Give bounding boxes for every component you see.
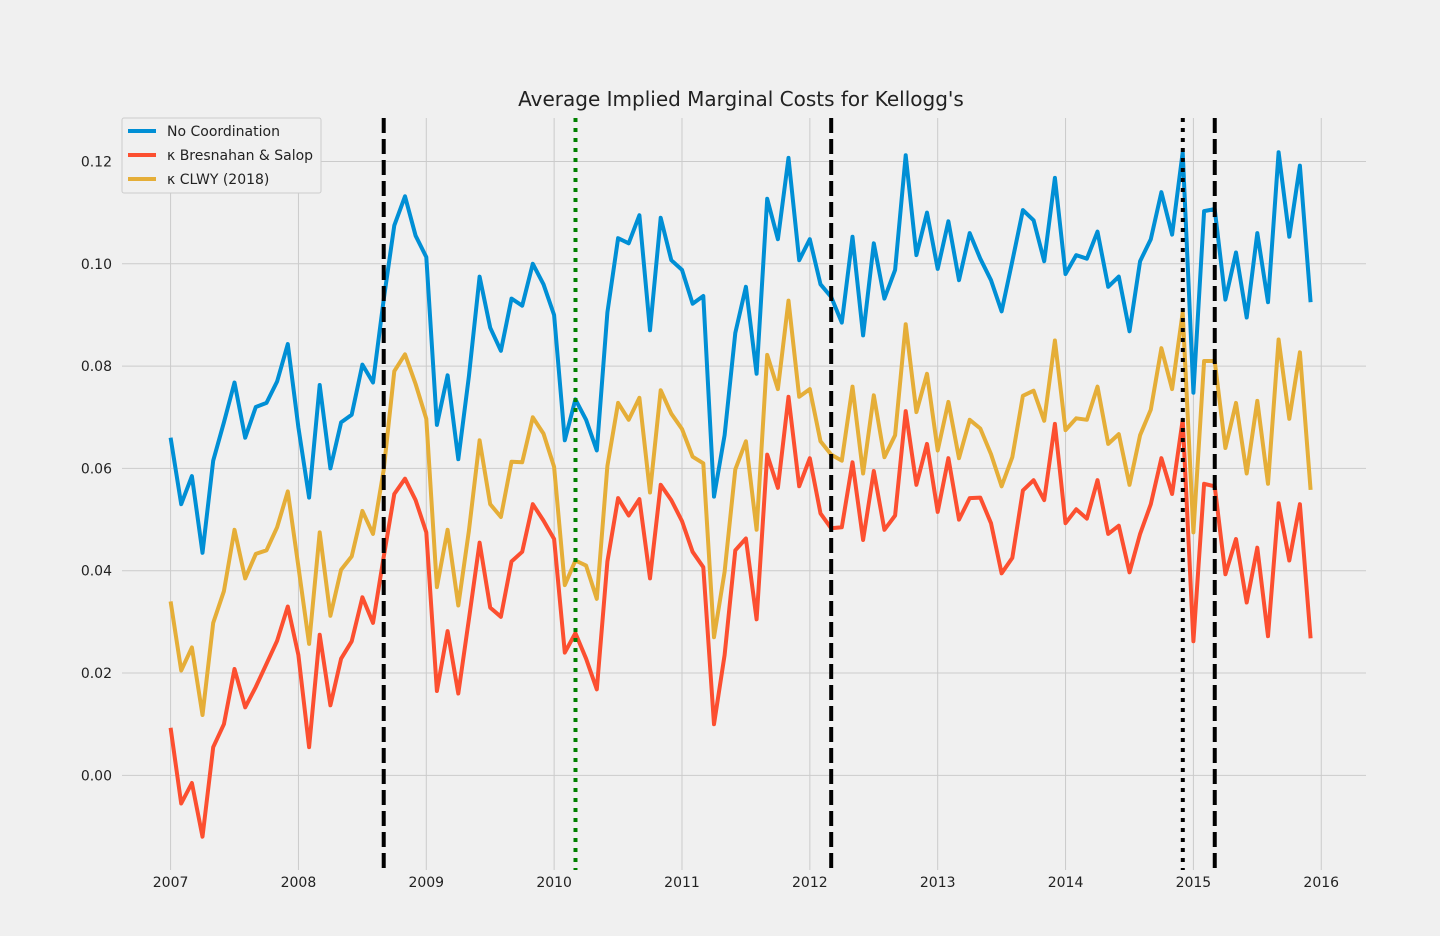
y-axis: 0.00 0.02 0.04 0.06 0.08 0.10 0.12 [81, 154, 112, 784]
x-tick-label: 2009 [408, 875, 444, 891]
plot-background [122, 118, 1366, 870]
x-tick-label: 2013 [920, 875, 956, 891]
series-line-1 [168, 394, 1313, 839]
y-tick-label: 0.02 [81, 666, 112, 682]
x-tick-label: 2016 [1303, 875, 1339, 891]
series-line-2 [168, 298, 1313, 717]
legend: No Coordination κ Bresnahan & Salop κ CLWY… [121, 117, 322, 194]
x-tick-label: 2008 [281, 875, 317, 891]
legend-label: κ Bresnahan & Salop [167, 148, 313, 164]
series-line-0 [168, 150, 1313, 555]
y-tick-label: 0.12 [81, 154, 112, 170]
x-tick-label: 2007 [153, 875, 189, 891]
y-tick-label: 0.06 [81, 461, 112, 477]
x-tick-label: 2010 [536, 875, 572, 891]
legend-box [121, 117, 322, 194]
legend-label: κ CLWY (2018) [167, 172, 269, 188]
y-tick-label: 0.10 [81, 257, 112, 273]
grid [122, 118, 1366, 870]
y-tick-label: 0.08 [81, 359, 112, 375]
x-tick-label: 2012 [792, 875, 828, 891]
legend-label: No Coordination [167, 124, 280, 140]
series-group [168, 150, 1313, 839]
y-tick-label: 0.04 [81, 564, 112, 580]
y-tick-label: 0.00 [81, 768, 112, 784]
x-axis: 2007 2008 2009 2010 2011 2012 2013 2014 2015 2016 [153, 875, 1339, 891]
x-tick-label: 2014 [1048, 875, 1084, 891]
x-tick-label: 2011 [664, 875, 700, 891]
chart-title: Average Implied Marginal Costs for Kello… [518, 87, 964, 111]
x-tick-label: 2015 [1176, 875, 1212, 891]
